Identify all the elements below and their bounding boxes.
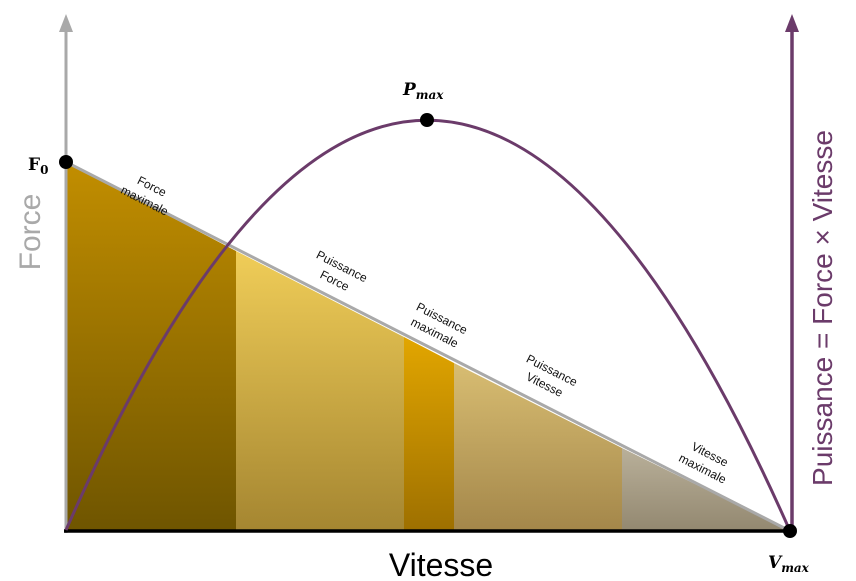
f0-label: F0 xyxy=(28,155,48,177)
pmax-label: Pmax xyxy=(402,80,444,102)
zone-puissance-maximale xyxy=(404,337,454,530)
zone-puissance-vitesse xyxy=(454,363,622,530)
speed-axis-title: Vitesse xyxy=(389,547,493,581)
power-axis-title: Puissance = Force × Vitesse xyxy=(807,130,838,486)
vmax-label: Vmax xyxy=(768,553,810,575)
pmax-point xyxy=(420,113,434,127)
zone-puissance-force xyxy=(236,251,404,530)
power-axis-arrow xyxy=(785,14,799,32)
zone-label-puissance-force: Puissance Force xyxy=(314,248,370,294)
force-axis-arrow xyxy=(59,14,73,32)
vmax-point xyxy=(783,524,797,538)
f0-point xyxy=(59,155,73,169)
force-axis-title: Force xyxy=(14,194,47,271)
force-velocity-line xyxy=(65,160,791,533)
